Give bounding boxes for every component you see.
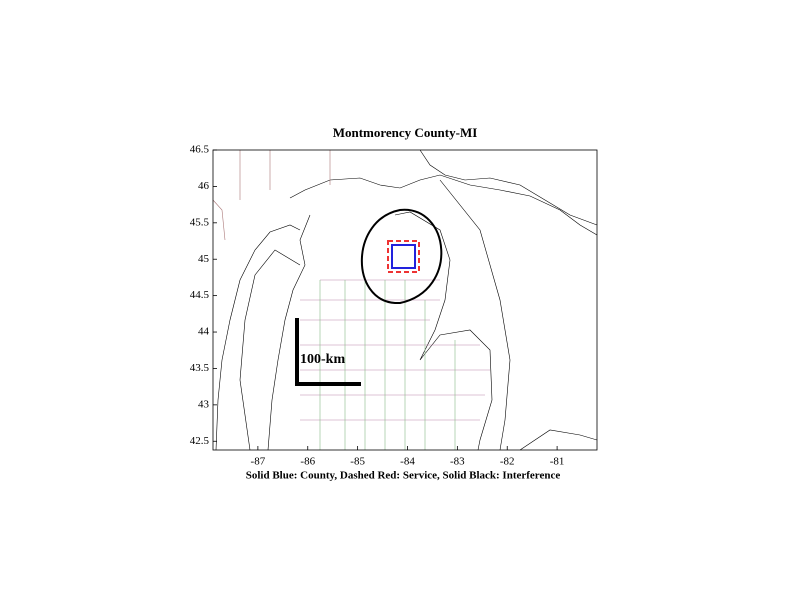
chart-title: Montmorency County-MI — [333, 125, 478, 140]
y-tick-label: 44.5 — [190, 289, 210, 301]
x-tick-label: -86 — [300, 456, 315, 468]
y-tick-label: 42.5 — [190, 435, 210, 447]
x-tick-label: -84 — [400, 456, 415, 468]
y-tick-label: 43.5 — [190, 362, 210, 374]
x-tick-label: -82 — [500, 456, 515, 468]
y-tick-label: 45 — [198, 253, 210, 265]
x-tick-label: -81 — [550, 456, 565, 468]
plot-frame — [212, 149, 598, 451]
x-tick-label: -87 — [251, 456, 266, 468]
x-tick-label: -85 — [350, 456, 365, 468]
caption: Solid Blue: County, Dashed Red: Service,… — [246, 470, 561, 482]
y-tick-label: 46 — [198, 180, 210, 192]
y-tick-label: 44 — [198, 326, 210, 338]
x-tick-label: -83 — [450, 456, 465, 468]
y-tick-label: 46.5 — [190, 144, 210, 156]
map-layer — [212, 149, 598, 451]
scale-label: 100-km — [300, 352, 345, 367]
y-tick-label: 45.5 — [190, 216, 210, 228]
y-tick-label: 43 — [198, 398, 210, 410]
